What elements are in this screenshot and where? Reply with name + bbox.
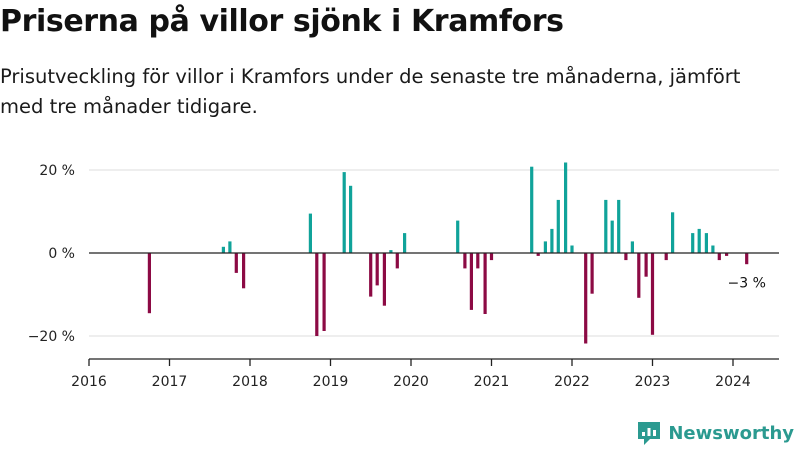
- chart-title: Priserna på villor sjönk i Kramfors: [0, 4, 564, 39]
- bar: [369, 253, 373, 297]
- x-tick-label: 2019: [313, 374, 349, 390]
- axes: [88, 252, 779, 366]
- bar: [395, 253, 399, 269]
- bar: [234, 253, 238, 273]
- bar: [221, 246, 225, 253]
- bar: [147, 253, 151, 314]
- x-tick-label: 2023: [635, 374, 671, 390]
- bar: [536, 253, 540, 256]
- bar: [228, 241, 232, 253]
- bar: [610, 220, 614, 253]
- bar: [644, 253, 648, 277]
- y-tick-label: 0 %: [48, 246, 75, 262]
- bar: [637, 253, 641, 298]
- bar: [389, 250, 393, 253]
- tick-labels: 20 % 0 % −20 % 2016 2017 2018 2019 2020 2021 2022…: [28, 163, 766, 390]
- bar: [604, 199, 608, 253]
- bar: [476, 253, 480, 269]
- bar: [463, 253, 467, 269]
- bar: [584, 253, 588, 344]
- bar: [342, 172, 346, 253]
- x-tick-label: 2022: [554, 374, 590, 390]
- latest-value-annotation: −3 %: [727, 275, 765, 291]
- bar: [650, 253, 655, 335]
- x-tick-label: 2016: [71, 374, 107, 390]
- x-tick-label: 2017: [152, 374, 188, 390]
- bar: [550, 228, 554, 253]
- bar: [671, 212, 675, 253]
- bar: [691, 233, 695, 253]
- bar: [556, 199, 560, 253]
- chart-subtitle: Prisutveckling för villor i Kramfors und…: [0, 65, 741, 118]
- y-tick-label: −20 %: [28, 329, 75, 345]
- y-tick-label: 20 %: [39, 163, 75, 179]
- bar: [543, 241, 547, 253]
- bar: [403, 233, 407, 253]
- bar: [704, 233, 708, 253]
- bar: [483, 253, 487, 314]
- x-tick-label: 2018: [232, 374, 268, 390]
- grid-lines: [89, 169, 779, 337]
- bar: [349, 185, 353, 253]
- bar: [630, 241, 634, 253]
- bar: [570, 245, 574, 253]
- bar: [308, 213, 312, 253]
- newsworthy-logo-text: Newsworthy: [668, 422, 794, 444]
- bar: [489, 253, 494, 261]
- bar-series: [147, 162, 749, 344]
- bar: [617, 199, 621, 253]
- bar: [564, 162, 568, 253]
- bar: [624, 253, 628, 261]
- x-tick-label: 2021: [474, 374, 510, 390]
- bar: [242, 253, 246, 289]
- bar: [725, 253, 729, 256]
- bar: [745, 253, 749, 265]
- bar: [456, 220, 460, 253]
- bar: [530, 166, 534, 253]
- bar: [469, 253, 473, 310]
- newsworthy-logo-icon: [638, 422, 661, 445]
- bar: [590, 253, 594, 294]
- x-tick-label: 2024: [715, 374, 751, 390]
- bar: [697, 228, 701, 253]
- bar: [375, 253, 379, 286]
- x-tick-label: 2020: [393, 374, 429, 390]
- bar: [382, 253, 386, 306]
- bar: [315, 253, 319, 336]
- bar: [717, 253, 721, 261]
- bar: [664, 253, 668, 261]
- newsworthy-logo: Newsworthy: [636, 420, 794, 446]
- bar: [322, 253, 326, 331]
- bar-chart: 20 % 0 % −20 % 2016 2017 2018 2019 2020 2021 2022…: [28, 162, 779, 390]
- bar: [711, 245, 715, 253]
